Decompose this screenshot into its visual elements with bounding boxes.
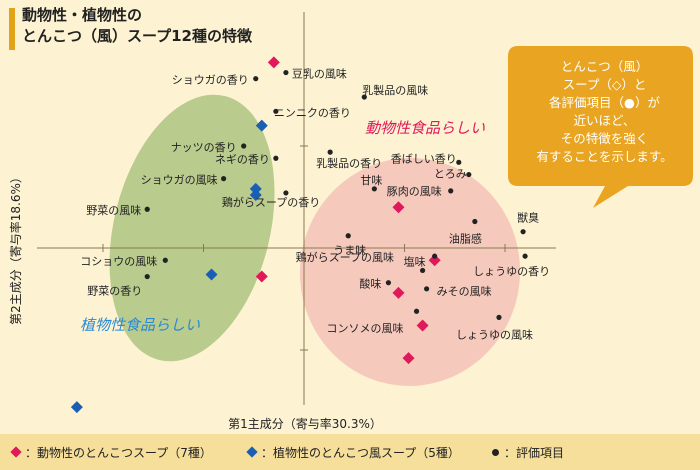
eval-item-dot: [385, 280, 392, 286]
legend-item-animal: ：動物性のとんこつスープ（7種）: [10, 444, 212, 461]
eval-item-label: 鶏がらスープの風味: [296, 250, 394, 264]
title-accent-bar: [9, 8, 15, 50]
eval-item-dot: [448, 188, 454, 194]
legend-plant-diamond-icon: [246, 446, 258, 458]
animal-region-ellipse: [299, 158, 521, 386]
chart-title: 動物性・植物性の とんこつ（風）スープ12種の特徴: [22, 5, 252, 47]
callout-line-6: 有することを示します。: [536, 149, 673, 164]
chart-title-line-1: 動物性・植物性の: [22, 6, 143, 24]
eval-item-dot: [466, 171, 472, 178]
plant-soup-marker: [249, 182, 262, 195]
eval-item-dot: [345, 233, 351, 239]
callout-line-3: 各評価項目（●）が: [549, 95, 660, 110]
eval-item-label: 乳製品の風味: [362, 83, 428, 97]
legend-item-plant: ：植物性のとんこつ風スープ（5種）: [246, 444, 460, 461]
eval-item-dot: [144, 273, 150, 280]
eval-item-label: 豆乳の風味: [292, 68, 347, 81]
eval-item-label: うま味: [333, 244, 366, 257]
eval-item-label: 乳製品の香り: [316, 156, 382, 170]
plant-soup-marker: [249, 188, 262, 201]
eval-item-label: みその風味: [437, 285, 492, 298]
plant-soup-marker: [205, 268, 218, 281]
legend-eval-label: ：評価項目: [504, 446, 565, 460]
eval-item-label: 野菜の風味: [86, 204, 141, 217]
eval-item-dot: [472, 218, 478, 225]
eval-item-dot: [522, 253, 528, 259]
animal-region-label: 動物性食品らしい: [365, 119, 485, 137]
eval-item-dot: [361, 94, 367, 100]
eval-item-label: とろみ: [434, 168, 467, 181]
legend-animal-label: ：動物性のとんこつスープ（7種）: [25, 446, 212, 460]
eval-item-label: 香ばしい香り: [391, 152, 457, 165]
animal-soup-marker: [255, 270, 268, 283]
eval-item-label: ニンニクの香り: [274, 106, 351, 119]
eval-item-label: ショウガの香り: [172, 74, 249, 87]
eval-item-dot: [432, 253, 438, 259]
eval-item-dot: [273, 108, 279, 114]
legend: ：動物性のとんこつスープ（7種） ：植物性のとんこつ風スープ（5種） ：評価項目: [0, 434, 700, 470]
animal-soup-marker: [267, 56, 280, 69]
eval-item-dot: [413, 308, 420, 314]
eval-item-label: 塩味: [404, 254, 426, 268]
legend-plant-label: ：植物性のとんこつ風スープ（5種）: [261, 446, 460, 460]
animal-soup-marker: [428, 254, 441, 267]
callout-line-2: スープ（◇）と: [562, 77, 647, 92]
eval-item-label: 鶏がらスープの香り: [222, 195, 320, 209]
animal-soup-marker: [416, 319, 429, 332]
eval-item-dot: [419, 267, 426, 274]
eval-item-label: 甘味: [360, 174, 382, 187]
eval-item-label: ネギの香り: [215, 153, 270, 166]
eval-item-label: しょうゆの風味: [456, 328, 533, 341]
eval-item-label: 獣臭: [517, 211, 539, 225]
eval-item-dot: [241, 143, 247, 149]
callout-text: とんこつ（風） スープ（◇）と 各評価項目（●）が 近いほど、 その特徴を強く …: [517, 58, 692, 166]
legend-animal-diamond-icon: [10, 446, 22, 458]
chart-title-line-2: とんこつ（風）スープ12種の特徴: [22, 27, 252, 45]
plant-soup-marker: [70, 401, 83, 414]
eval-item-label: 豚肉の風味: [387, 185, 442, 198]
eval-item-dot: [253, 76, 259, 82]
callout-line-5: その特徴を強く: [560, 131, 649, 146]
x-axis-label: 第1主成分（寄与率30.3%）: [228, 416, 382, 431]
callout-line-1: とんこつ（風）: [560, 59, 649, 74]
eval-item-label: 酸味: [359, 277, 381, 291]
eval-item-dot: [162, 257, 168, 263]
animal-soup-marker: [392, 201, 405, 214]
eval-item-dot: [327, 149, 333, 155]
eval-item-label: ショウガの風味: [141, 174, 218, 187]
plant-soup-marker: [255, 119, 268, 132]
eval-item-dot: [283, 69, 289, 76]
eval-item-dot: [371, 186, 377, 192]
eval-item-dot: [221, 176, 227, 182]
eval-item-dot: [424, 286, 430, 292]
plant-region-label: 植物性食品らしい: [80, 316, 200, 334]
eval-item-label: 油脂感: [449, 231, 482, 245]
y-axis-label: 第2主成分（寄与率18.6%）: [8, 171, 23, 325]
eval-item-label: コショウの風味: [80, 255, 157, 268]
eval-item-dot: [273, 155, 279, 161]
animal-soup-marker: [402, 352, 415, 365]
eval-item-label: しょうゆの香り: [473, 265, 550, 278]
callout-bubble: [508, 46, 693, 208]
eval-item-dot: [520, 229, 526, 235]
eval-item-dot: [283, 190, 289, 196]
animal-soup-marker: [392, 286, 405, 299]
callout-line-4: 近いほど、: [573, 113, 636, 128]
legend-eval-dot-icon: [492, 449, 499, 456]
eval-item-label: 野菜の香り: [87, 285, 142, 298]
legend-item-eval: ：評価項目: [492, 444, 564, 461]
eval-item-dot: [496, 314, 502, 320]
eval-item-dot: [456, 159, 462, 165]
eval-item-dot: [144, 206, 150, 212]
eval-item-label: ナッツの香り: [171, 141, 237, 154]
plant-region-ellipse: [109, 94, 275, 362]
eval-item-label: コンソメの風味: [327, 322, 404, 335]
